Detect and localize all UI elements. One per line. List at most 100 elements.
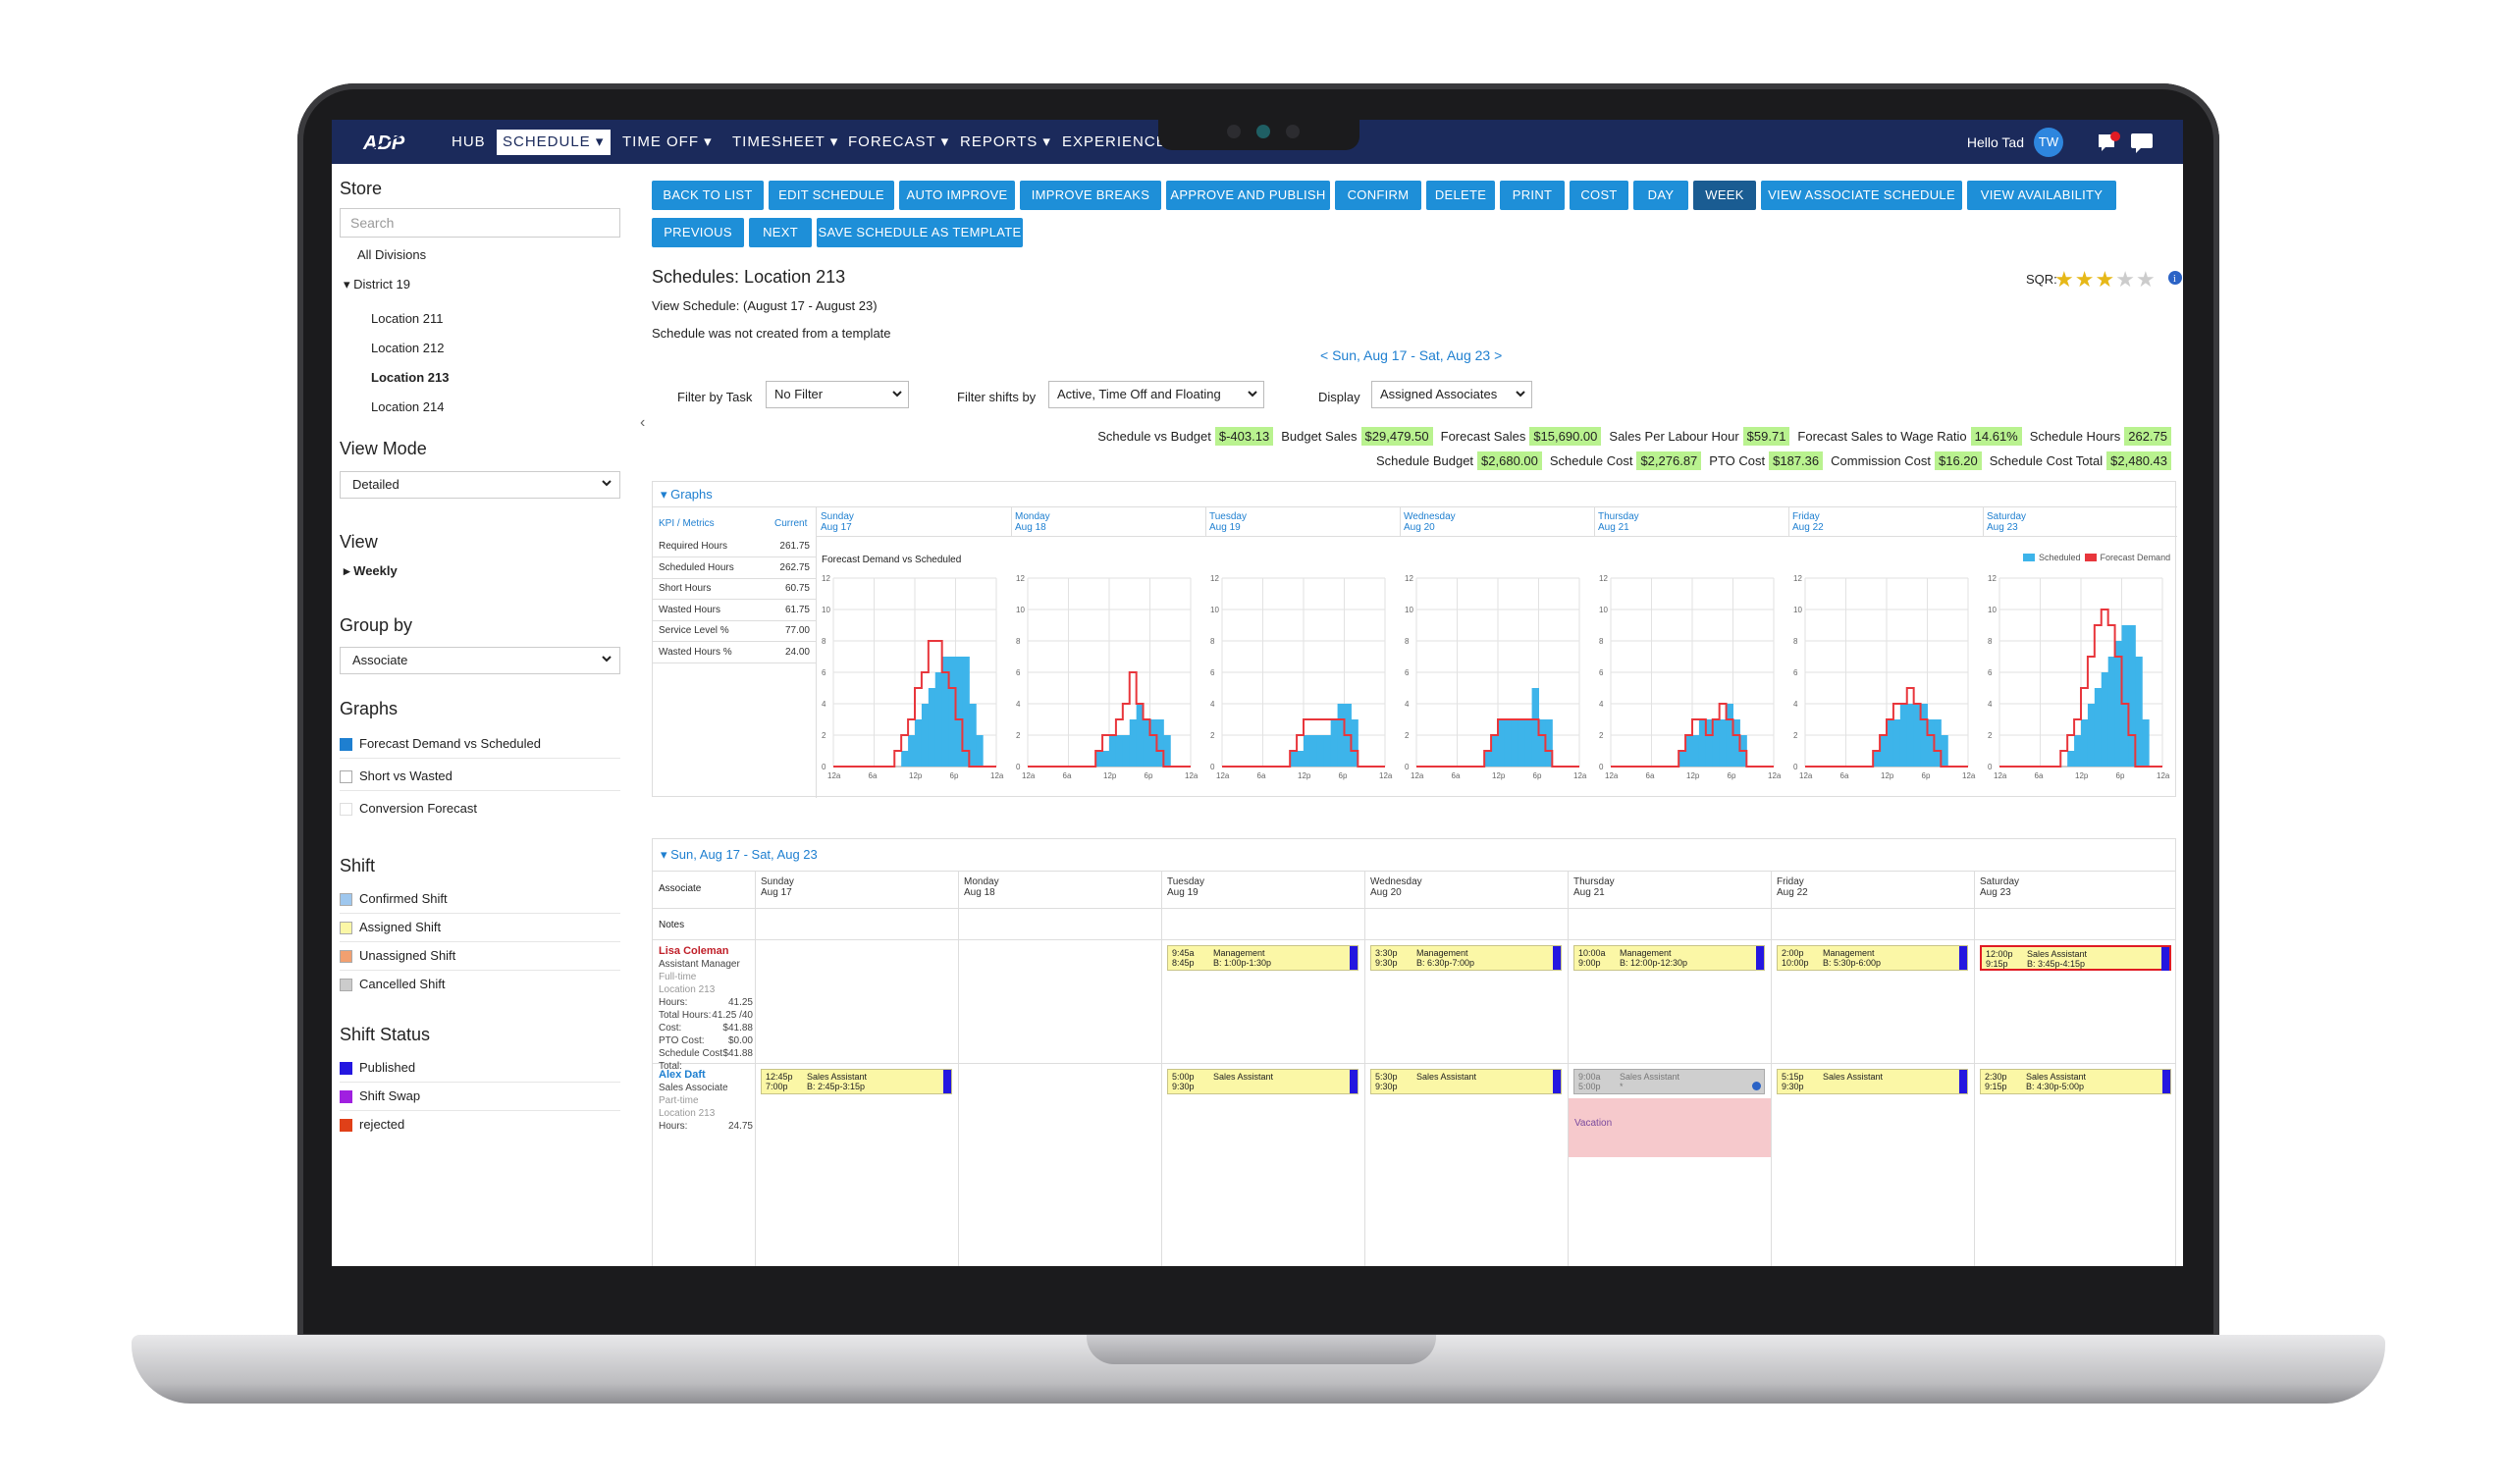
nav-reports[interactable]: REPORTS ▾ bbox=[960, 133, 1051, 150]
shift-block[interactable]: 2:00p 10:00p Management B: 5:30p-6:00p bbox=[1777, 945, 1968, 971]
all-divisions[interactable]: All Divisions bbox=[357, 247, 427, 262]
graph-option-short-wasted[interactable]: Short vs Wasted bbox=[340, 764, 620, 791]
save-as-template-button[interactable]: SAVE SCHEDULE AS TEMPLATE bbox=[817, 218, 1023, 247]
shift-block[interactable]: 12:00p 9:15p Sales Assistant B: 3:45p-4:15p bbox=[1980, 945, 2171, 971]
nav-schedule[interactable]: SCHEDULE ▾ bbox=[497, 130, 611, 155]
swatch bbox=[340, 979, 352, 991]
group-by-select[interactable]: Associate bbox=[340, 647, 620, 674]
print-button[interactable]: PRINT bbox=[1500, 181, 1565, 210]
scheduled-bar bbox=[2101, 672, 2109, 767]
chat-icon[interactable] bbox=[2130, 132, 2154, 153]
location-213[interactable]: Location 213 bbox=[371, 370, 450, 385]
next-button[interactable]: NEXT bbox=[749, 218, 812, 247]
scheduled-bar bbox=[1887, 719, 1894, 767]
x-tick-label: 12a bbox=[1994, 771, 2007, 780]
kpi-label: PTO Cost bbox=[1709, 453, 1766, 468]
shift-block[interactable]: 5:00p 9:30p Sales Assistant bbox=[1167, 1069, 1359, 1094]
improve-breaks-button[interactable]: IMPROVE BREAKS bbox=[1020, 181, 1161, 210]
notifications-icon[interactable] bbox=[2097, 132, 2120, 153]
notes-label: Notes bbox=[659, 920, 685, 930]
shift-block[interactable]: 9:45a 8:45p Management B: 1:00p-1:30p bbox=[1167, 945, 1359, 971]
nav-forecast[interactable]: FORECAST ▾ bbox=[848, 133, 950, 150]
filter-task-select[interactable]: No Filter bbox=[766, 381, 909, 408]
confirm-button[interactable]: CONFIRM bbox=[1335, 181, 1421, 210]
shift-block[interactable]: 5:15p 9:30p Sales Assistant bbox=[1777, 1069, 1968, 1094]
nav-hub[interactable]: HUB bbox=[452, 133, 486, 150]
cost-button[interactable]: COST bbox=[1570, 181, 1628, 210]
day-chart: 0 2 4 6 8 10 12 12a 6a 12p 6p 12a bbox=[1599, 574, 1782, 780]
kpi-value: $59.71 bbox=[1742, 427, 1790, 446]
schedule-day-header: Tuesday Aug 19 bbox=[1167, 876, 1204, 898]
vacation-block[interactable]: Vacation bbox=[1569, 1098, 1771, 1157]
associate-name[interactable]: Alex Daft bbox=[659, 1069, 706, 1081]
associate-title: Assistant Manager bbox=[659, 959, 740, 970]
shift-block[interactable]: 12:45p 7:00p Sales Assistant B: 2:45p-3:15p bbox=[761, 1069, 952, 1094]
y-tick-label: 0 bbox=[1793, 763, 1798, 771]
nav-time-off[interactable]: TIME OFF ▾ bbox=[622, 133, 713, 150]
day-name: Sunday bbox=[821, 511, 854, 522]
checkbox-icon[interactable] bbox=[340, 770, 352, 783]
view-availability-button[interactable]: VIEW AVAILABILITY bbox=[1967, 181, 2116, 210]
legend-confirmed-shift: Confirmed Shift bbox=[340, 886, 620, 914]
schedule-day-header: Wednesday Aug 20 bbox=[1370, 876, 1422, 898]
swatch bbox=[340, 1119, 352, 1132]
x-tick-label: 12p bbox=[1298, 771, 1311, 780]
nav-experience[interactable]: EXPERIENCE bbox=[1062, 133, 1167, 150]
shift-block[interactable]: 3:30p 9:30p Management B: 6:30p-7:00p bbox=[1370, 945, 1562, 971]
metric-value: 24.00 bbox=[784, 646, 810, 658]
scheduled-bar bbox=[1491, 735, 1499, 767]
checkbox-checked-icon[interactable] bbox=[340, 738, 352, 751]
info-icon[interactable]: i bbox=[2167, 270, 2183, 286]
published-status-icon bbox=[1350, 1070, 1358, 1093]
graphs-section-toggle[interactable]: ▾ Graphs bbox=[661, 487, 713, 502]
location-212[interactable]: Location 212 bbox=[371, 341, 445, 355]
view-associate-schedule-button[interactable]: VIEW ASSOCIATE SCHEDULE bbox=[1761, 181, 1962, 210]
nav-timesheet[interactable]: TIMESHEET ▾ bbox=[732, 133, 839, 150]
metric-value: 77.00 bbox=[784, 625, 810, 636]
checkbox-icon[interactable] bbox=[340, 803, 352, 816]
filter-shifts-select[interactable]: Active, Time Off and Floating bbox=[1048, 381, 1264, 408]
graph-option-forecast[interactable]: Forecast Demand vs Scheduled bbox=[340, 731, 620, 759]
shift-block[interactable]: 9:00a 5:00p Sales Assistant * bbox=[1573, 1069, 1765, 1094]
week-button[interactable]: WEEK bbox=[1693, 181, 1756, 210]
y-tick-label: 4 bbox=[1016, 700, 1021, 709]
approve-and-publish-button[interactable]: APPROVE AND PUBLISH bbox=[1166, 181, 1330, 210]
kpi-label: Schedule vs Budget bbox=[1097, 429, 1211, 444]
x-tick-label: 12a bbox=[1379, 771, 1393, 780]
store-search-input[interactable]: Search bbox=[340, 208, 620, 238]
scheduled-bar bbox=[1149, 719, 1157, 767]
back-to-list-button[interactable]: BACK TO LIST bbox=[652, 181, 764, 210]
avatar[interactable]: TW bbox=[2034, 128, 2063, 157]
week-navigator[interactable]: < Sun, Aug 17 - Sat, Aug 23 > bbox=[1320, 347, 1503, 363]
day-button[interactable]: DAY bbox=[1633, 181, 1688, 210]
y-tick-label: 0 bbox=[1405, 763, 1410, 771]
view-weekly[interactable]: ▸ Weekly bbox=[344, 563, 398, 578]
shift-end: 9:15p bbox=[1985, 1082, 2007, 1091]
edit-schedule-button[interactable]: EDIT SCHEDULE bbox=[769, 181, 894, 210]
shift-block[interactable]: 10:00a 9:00p Management B: 12:00p-12:30p bbox=[1573, 945, 1765, 971]
kpi-value: $15,690.00 bbox=[1529, 427, 1602, 446]
previous-button[interactable]: PREVIOUS bbox=[652, 218, 744, 247]
scheduled-bar bbox=[934, 672, 943, 767]
shift-block[interactable]: 2:30p 9:15p Sales Assistant B: 4:30p-5:00p bbox=[1980, 1069, 2171, 1094]
scheduled-bar bbox=[901, 751, 909, 767]
stat-value: $41.88 bbox=[722, 1023, 753, 1034]
auto-improve-button[interactable]: AUTO IMPROVE bbox=[899, 181, 1015, 210]
associate-name[interactable]: Lisa Coleman bbox=[659, 945, 729, 957]
view-mode-select[interactable]: Detailed bbox=[340, 471, 620, 499]
district-node[interactable]: ▾ District 19 bbox=[344, 277, 410, 292]
scheduled-bar bbox=[2107, 657, 2116, 767]
shift-block[interactable]: 5:30p 9:30p Sales Assistant bbox=[1370, 1069, 1562, 1094]
schedule-section-toggle[interactable]: ▾ Sun, Aug 17 - Sat, Aug 23 bbox=[661, 847, 818, 862]
location-214[interactable]: Location 214 bbox=[371, 399, 445, 414]
display-select[interactable]: Assigned Associates bbox=[1371, 381, 1532, 408]
info-icon[interactable] bbox=[1752, 1082, 1761, 1090]
shift-role: Management bbox=[1620, 948, 1672, 958]
kpi-label: Forecast Sales to Wage Ratio bbox=[1797, 429, 1967, 444]
delete-button[interactable]: DELETE bbox=[1426, 181, 1495, 210]
location-211[interactable]: Location 211 bbox=[371, 311, 444, 326]
graph-option-conversion[interactable]: Conversion Forecast bbox=[340, 796, 620, 823]
collapse-sidebar-icon[interactable]: ‹ bbox=[640, 414, 646, 431]
scheduled-bar bbox=[1316, 735, 1325, 767]
